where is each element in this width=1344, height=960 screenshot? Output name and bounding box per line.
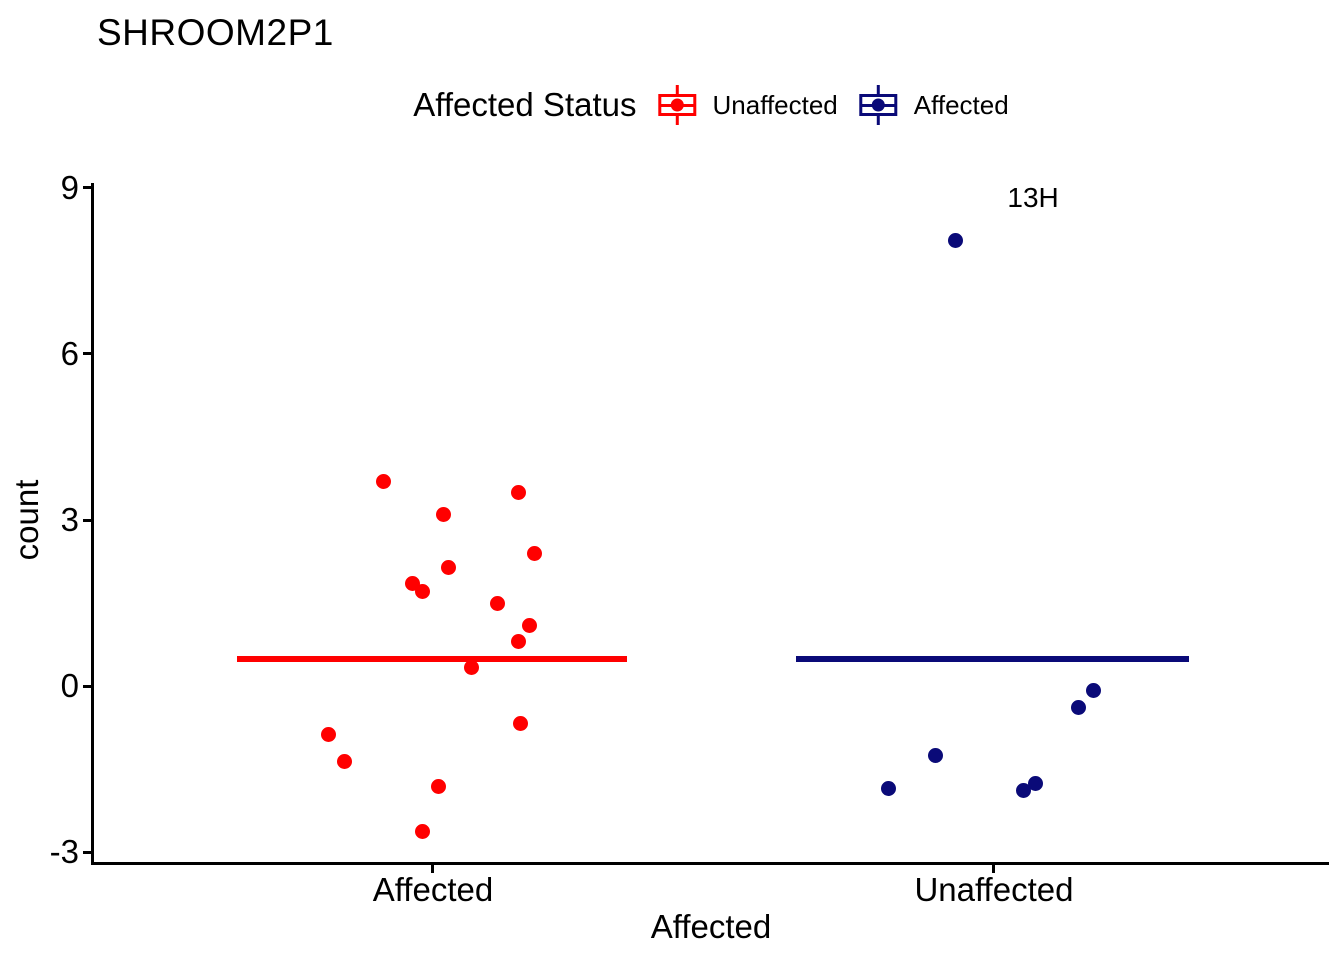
x-axis-tick-label: Affected — [372, 871, 494, 908]
point-label-annotation: 13H — [1007, 181, 1059, 213]
legend-label: Affected — [913, 89, 1009, 120]
y-axis-line — [91, 183, 94, 865]
y-axis-tick-label: -3 — [49, 833, 79, 871]
data-point-affected — [337, 754, 352, 770]
x-axis-tick-label: Unaffected — [914, 871, 1074, 908]
chart-title: SHROOM2P1 — [97, 12, 334, 53]
data-point-affected — [510, 484, 526, 500]
y-axis-tick — [83, 352, 91, 356]
data-point-affected — [527, 545, 543, 561]
boxplot-key-icon-navy — [859, 84, 899, 126]
data-point-affected — [510, 634, 526, 650]
data-point-affected — [320, 726, 336, 742]
y-axis-tick-label: 3 — [60, 501, 79, 538]
data-point-affected — [440, 559, 456, 575]
key-point — [872, 98, 886, 112]
data-point-affected — [435, 506, 451, 522]
legend: Affected Status Unaffected Affected — [413, 84, 1009, 126]
data-point-affected — [414, 824, 430, 840]
plot-area: 9 6 3 0 -3 Affected Unaffected 13H — [50, 169, 1329, 908]
data-point-unaffected — [947, 233, 963, 249]
x-axis-line — [91, 862, 1329, 865]
legend-entry-unaffected: Unaffected — [657, 84, 838, 126]
key-point — [670, 98, 684, 112]
data-point-unaffected — [928, 748, 944, 764]
data-point-unaffected — [1086, 682, 1102, 698]
data-point-affected — [513, 716, 529, 732]
legend-label: Unaffected — [712, 89, 838, 120]
x-axis-title: Affected — [650, 908, 772, 945]
x-axis-tick — [992, 865, 996, 873]
median-line-affected — [237, 656, 628, 663]
data-point-unaffected — [1015, 782, 1031, 798]
data-point-affected — [376, 473, 392, 489]
y-axis-tick — [83, 518, 91, 522]
median-line-unaffected — [796, 656, 1189, 663]
x-axis-tick — [431, 865, 435, 873]
data-point-affected — [430, 779, 446, 795]
data-point-unaffected — [881, 781, 897, 797]
data-point-affected — [414, 584, 430, 600]
data-point-unaffected — [1028, 776, 1044, 792]
y-axis-tick-label: 9 — [60, 168, 79, 206]
data-point-affected — [464, 660, 480, 676]
y-axis-tick-label: 6 — [60, 334, 79, 372]
y-axis-tick — [83, 684, 91, 688]
legend-entry-affected: Affected — [859, 84, 1009, 126]
y-axis-tick — [83, 186, 91, 190]
y-axis-tick — [83, 850, 91, 854]
y-axis-tick-label: 0 — [60, 667, 79, 705]
boxplot-key-icon-red — [657, 84, 697, 126]
data-point-affected — [522, 617, 538, 633]
data-point-affected — [490, 595, 506, 611]
legend-title: Affected Status — [413, 86, 637, 123]
data-point-unaffected — [1071, 700, 1087, 716]
